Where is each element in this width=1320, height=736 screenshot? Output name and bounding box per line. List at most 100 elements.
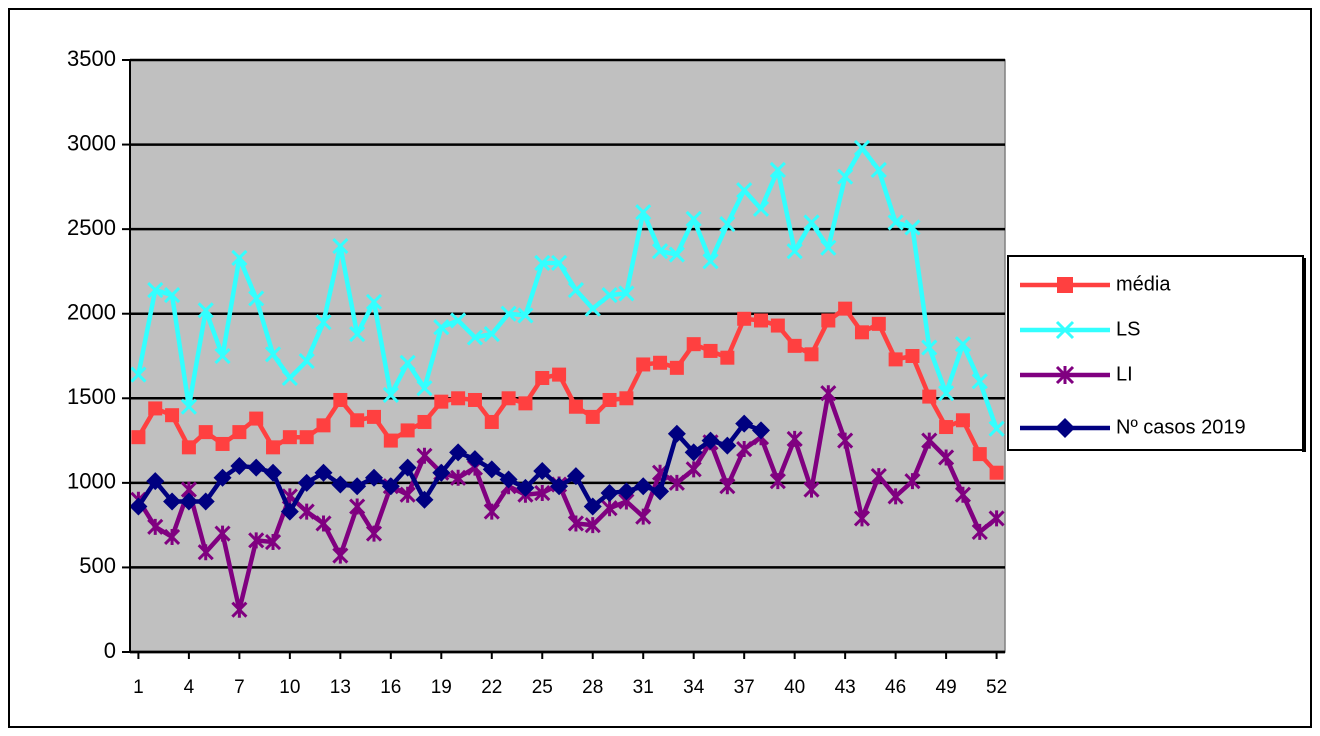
marker-shape (719, 478, 736, 495)
marker (1055, 418, 1075, 438)
x-tick-label: 40 (784, 677, 805, 698)
marker (971, 373, 988, 390)
marker-shape (264, 463, 283, 482)
marker-shape (417, 414, 432, 429)
marker (887, 214, 904, 231)
marker-shape (180, 398, 197, 415)
marker (282, 430, 297, 445)
marker-shape (130, 366, 147, 383)
marker (249, 411, 264, 426)
marker (332, 237, 349, 255)
marker (248, 532, 265, 549)
marker-shape (399, 354, 416, 371)
marker-shape (364, 468, 383, 487)
marker (752, 200, 770, 217)
marker (197, 544, 214, 561)
marker-shape (989, 465, 1004, 480)
marker-shape (433, 319, 450, 336)
marker-shape (299, 430, 314, 445)
marker (838, 301, 853, 316)
marker-shape (754, 313, 769, 328)
marker-shape (551, 254, 568, 272)
marker (535, 370, 550, 385)
x-tick-label: 43 (835, 677, 856, 698)
marker (163, 492, 182, 511)
marker-shape (533, 462, 552, 481)
marker-shape (381, 477, 400, 496)
marker (417, 414, 432, 429)
marker (483, 325, 500, 343)
marker-shape (248, 290, 265, 307)
marker (735, 414, 754, 433)
marker (399, 354, 416, 371)
marker-shape (315, 515, 332, 532)
marker-shape (653, 355, 668, 370)
marker-shape (298, 503, 315, 520)
marker (231, 601, 248, 618)
marker (754, 313, 769, 328)
marker (921, 432, 938, 449)
marker-shape (500, 305, 517, 322)
marker-shape (316, 418, 331, 433)
marker-shape (196, 492, 215, 511)
x-tick-label: 19 (431, 677, 452, 698)
marker (954, 486, 971, 503)
marker-shape (198, 425, 213, 440)
marker-shape (685, 461, 702, 478)
marker-shape (668, 246, 685, 263)
marker (619, 391, 634, 406)
marker (534, 254, 551, 272)
marker (501, 391, 516, 406)
marker-shape (769, 161, 786, 179)
marker (636, 357, 651, 372)
marker (349, 498, 366, 515)
marker (736, 182, 753, 199)
marker-shape (415, 490, 434, 509)
marker (146, 472, 165, 491)
marker (1055, 365, 1075, 385)
marker (148, 401, 163, 416)
marker (451, 391, 466, 406)
marker-shape (888, 352, 903, 367)
marker-shape (686, 337, 701, 352)
marker-shape (280, 502, 299, 521)
marker-shape (988, 420, 1005, 437)
marker-shape (314, 463, 333, 482)
marker (870, 468, 887, 485)
y-tick-label: 2000 (67, 300, 116, 325)
marker (165, 408, 180, 423)
marker (617, 482, 636, 501)
marker-shape (331, 475, 350, 494)
marker-shape (264, 533, 282, 551)
marker-shape (163, 492, 182, 511)
marker-shape (483, 503, 500, 520)
marker (264, 533, 282, 551)
marker-shape (534, 484, 551, 502)
marker (231, 249, 248, 266)
marker (129, 497, 148, 516)
marker-shape (921, 432, 938, 449)
marker-shape (651, 482, 670, 501)
marker-shape (871, 316, 886, 331)
marker-shape (179, 492, 198, 511)
marker (938, 385, 955, 402)
marker-shape (348, 477, 367, 496)
marker (415, 490, 434, 509)
marker-shape (701, 431, 720, 450)
marker-shape (887, 214, 904, 231)
marker-shape (566, 467, 585, 486)
y-tick-label: 2500 (67, 215, 116, 240)
marker-shape (955, 413, 970, 428)
y-tick-label: 3000 (67, 130, 116, 155)
marker (499, 470, 518, 489)
marker (130, 366, 147, 383)
marker-shape (535, 370, 550, 385)
x-tick-label: 1 (133, 677, 144, 698)
marker-shape (333, 392, 348, 407)
marker-shape (164, 528, 181, 546)
marker-shape (803, 214, 820, 231)
marker (197, 302, 214, 319)
marker (820, 239, 837, 256)
marker (568, 399, 583, 414)
marker-shape (297, 473, 316, 492)
